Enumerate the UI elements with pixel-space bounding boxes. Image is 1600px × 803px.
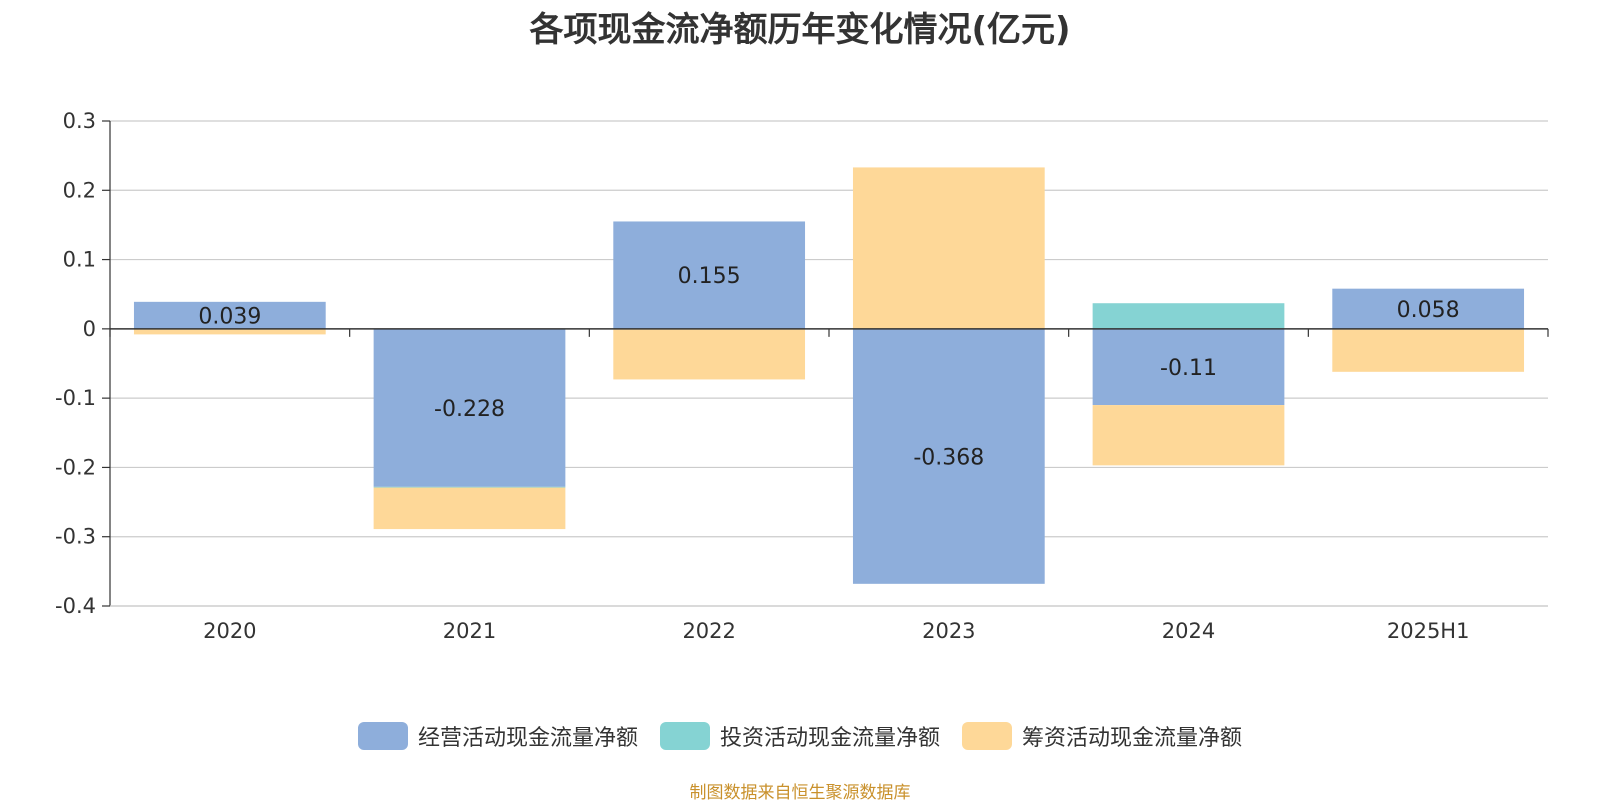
legend-item-1[interactable]: 经营活动现金流量净额 [357,720,638,752]
bar-1-2021 [373,328,566,487]
axes: 0.3 0.2 0.1 0 -0.1 -0.2 -0.3 -0.4 2020 2021 2022 20… [55,109,1549,643]
data-label-2023: -0.368 [913,445,984,470]
x-tick-label-2021: 2021 [443,619,496,643]
bar-3-2021 [373,487,566,530]
y-tick-label: 0.3 [63,109,96,133]
legend-swatch [659,722,710,750]
legend-label: 投资活动现金流量净额 [719,726,940,751]
y-tick-label: -0.2 [55,455,96,479]
bar-3-2023 [852,167,1045,329]
y-tick-label: 0 [83,317,96,341]
bar-2-2024 [1092,303,1285,329]
y-tick-label: 0.1 [63,248,96,272]
x-tick-label-2025H1: 2025H1 [1387,619,1470,643]
bar-3-2020 [133,328,326,335]
data-label-2024: -0.11 [1160,356,1217,381]
legend: 经营活动现金流量净额 投资活动现金流量净额 筹资活动现金流量净额 [0,720,1600,752]
bar-1-2025H1 [1332,288,1525,329]
y-tick-label: -0.1 [55,386,96,410]
bars [133,167,1525,584]
bar-2-2021 [373,486,566,488]
bar-1-2024 [1092,328,1285,406]
bar-1-2020 [133,301,326,329]
bar-3-2024 [1092,405,1285,466]
legend-label: 筹资活动现金流量净额 [1022,726,1243,751]
data-label-2025H1: 0.058 [1397,298,1460,323]
data-label-2022: 0.155 [678,264,741,289]
x-tick-label-2020: 2020 [203,619,256,643]
x-tick-label-2022: 2022 [682,619,735,643]
chart-title: 各项现金流净额历年变化情况(亿元) [529,10,1071,50]
x-tick-label-2023: 2023 [922,619,975,643]
x-tick-label-2024: 2024 [1162,619,1215,643]
chart-area: 0.3 0.2 0.1 0 -0.1 -0.2 -0.3 -0.4 2020 2021 2022 20… [55,109,1549,643]
bar-1-2022 [613,221,806,329]
legend-item-3[interactable]: 筹资活动现金流量净额 [962,720,1242,752]
y-tick-label: 0.2 [63,178,96,202]
y-tick-label: -0.4 [55,594,96,618]
bar-1-2023 [852,328,1045,584]
data-label-2021: -0.228 [434,397,505,422]
data-labels: 0.039 -0.228 0.155 -0.368 -0.11 0.058 [198,264,1459,470]
bar-3-2022 [613,329,806,380]
y-tick-label: -0.3 [55,525,96,549]
legend-label: 经营活动现金流量净额 [417,726,638,751]
legend-item-2[interactable]: 投资活动现金流量净额 [659,720,940,752]
data-label-2020: 0.039 [198,304,261,329]
source-note: 制图数据来自恒生聚源数据库 [689,783,911,803]
legend-swatch [962,722,1012,750]
bar-3-2025H1 [1332,328,1525,372]
legend-swatch [357,722,408,750]
